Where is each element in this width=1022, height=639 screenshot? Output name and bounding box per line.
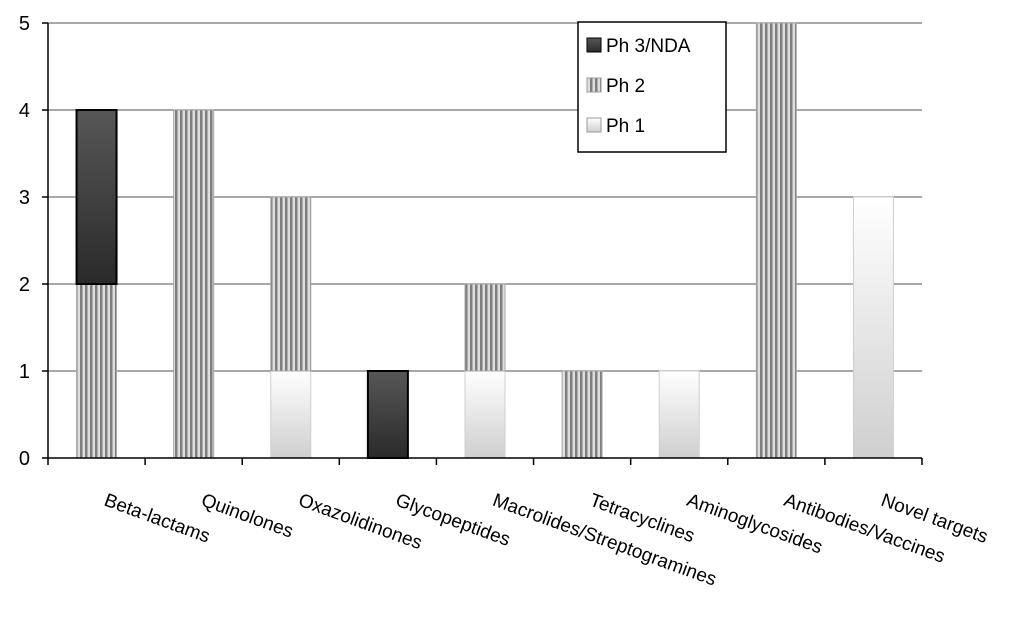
bar-novel-targets-ph-1 — [852, 196, 894, 459]
legend-swatch-ph-2 — [586, 77, 602, 93]
y-tick-label: 2 — [19, 274, 30, 296]
axes — [42, 22, 923, 465]
y-tick-label: 3 — [19, 187, 30, 209]
y-tick-label: 5 — [19, 13, 30, 35]
bar-quinolones-ph-2 — [173, 109, 215, 459]
legend-label: Ph 3/NDA — [606, 36, 691, 57]
legend-box — [577, 21, 727, 153]
y-tick-label: 1 — [19, 361, 30, 383]
legend-label: Ph 2 — [606, 76, 645, 97]
bar-beta-lactams-ph-2 — [76, 283, 118, 459]
bar-beta-lactams-ph-3-nda — [75, 109, 118, 285]
bar-glycopeptides-ph-3-nda — [366, 370, 409, 459]
bar-antibodies-vaccines-ph-2 — [755, 22, 797, 459]
bar-oxazolidinones-ph-2 — [270, 196, 312, 372]
legend-label: Ph 1 — [606, 116, 645, 137]
bar-macrolides-streptogramines-ph-1 — [464, 370, 506, 459]
bar-macrolides-streptogramines-ph-2 — [464, 283, 506, 372]
bar-aminoglycosides-ph-1 — [658, 370, 700, 459]
bar-tetracyclines-ph-2 — [561, 370, 603, 459]
y-tick-labels: 0 1 2 3 4 5 — [19, 13, 30, 470]
legend-swatch-ph-3-nda — [586, 37, 602, 53]
y-tick-label: 4 — [19, 100, 30, 122]
x-category-label: Antibodies/Vaccines — [781, 490, 948, 568]
x-category-label: Beta-lactams — [101, 490, 212, 548]
bar-oxazolidinones-ph-1 — [270, 370, 312, 459]
legend-swatch-ph-1 — [586, 117, 602, 133]
x-category-label: Quinolones — [198, 490, 296, 543]
legend: Ph 3/NDA Ph 2 Ph 1 — [577, 21, 727, 153]
y-tick-label: 0 — [19, 448, 30, 470]
bars — [75, 22, 894, 459]
